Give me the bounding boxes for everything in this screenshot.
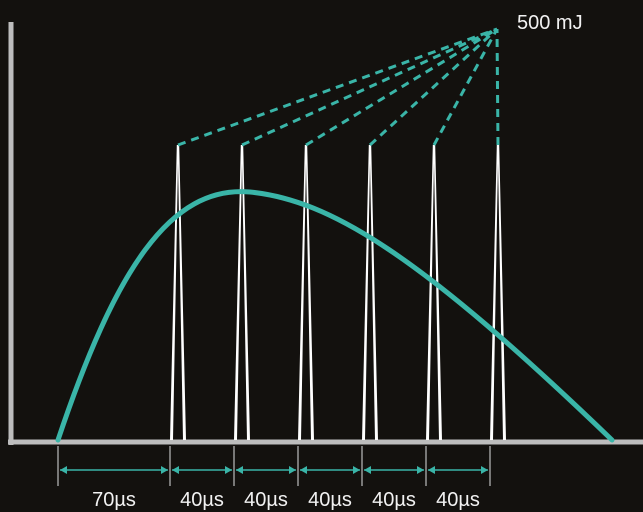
arrow-left-icon [236, 466, 243, 474]
arrow-right-icon [353, 466, 360, 474]
arrow-right-icon [289, 466, 296, 474]
laser-pulse [362, 145, 378, 440]
interval-label: 40µs [244, 489, 288, 511]
laser-pulse [170, 145, 186, 440]
energy-label: 500 mJ [517, 12, 583, 34]
envelope-curve [55, 189, 615, 443]
arrow-right-icon [417, 466, 424, 474]
interval-label: 40µs [436, 489, 480, 511]
arrow-left-icon [364, 466, 371, 474]
energy-dash-line [241, 27, 498, 147]
axes [8, 22, 643, 445]
energy-dash-line [177, 27, 498, 147]
energy-dash-line [368, 27, 499, 147]
laser-pulse [234, 145, 250, 440]
laser-pulse [490, 145, 506, 440]
laser-pulse [298, 145, 314, 440]
interval-dimensions: 70µs 40µs 40µs 40µs 40µs 40µs [57, 446, 491, 511]
arrow-left-icon [60, 466, 67, 474]
laser-pulse [426, 145, 442, 440]
interval-label: 70µs [92, 489, 136, 511]
interval-label: 40µs [372, 489, 416, 511]
interval-label: 40µs [308, 489, 352, 511]
energy-dash-line [495, 28, 500, 146]
arrow-left-icon [172, 466, 179, 474]
arrow-left-icon [300, 466, 307, 474]
laser-pulses [170, 145, 506, 440]
interval-label: 40µs [180, 489, 224, 511]
arrow-right-icon [481, 466, 488, 474]
energy-dash-line [305, 27, 498, 147]
energy-convergence-lines [177, 27, 500, 147]
arrow-right-icon [161, 466, 168, 474]
arrow-left-icon [428, 466, 435, 474]
arrow-right-icon [225, 466, 232, 474]
